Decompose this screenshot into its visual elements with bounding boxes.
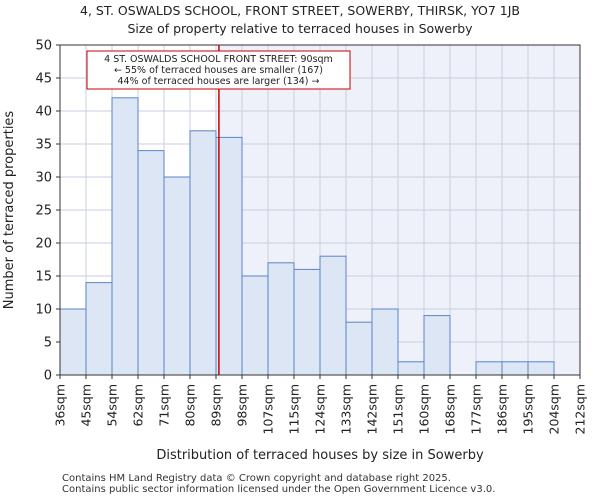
bar-133sqm <box>345 321 373 376</box>
x-tick-label: 98sqm <box>235 384 250 427</box>
x-tick-label: 168sqm <box>443 384 458 434</box>
x-tick-label: 71sqm <box>157 384 172 427</box>
footer-line-2: Contains public sector information licen… <box>62 484 496 495</box>
x-tick-label: 151sqm <box>391 384 406 434</box>
footer-line-1: Contains HM Land Registry data © Crown c… <box>62 473 451 484</box>
x-tick-label: 89sqm <box>209 384 224 427</box>
bar-71sqm <box>163 176 191 376</box>
x-axis-label: Distribution of terraced houses by size … <box>156 448 484 463</box>
x-tick-label: 133sqm <box>339 384 354 434</box>
bars <box>59 97 555 376</box>
axes: 0 5 10 15 20 25 30 35 40 45 50 36sqm 45sqm 54sqm 62sqm… <box>35 39 587 435</box>
chart-title: 4, ST. OSWALDS SCHOOL, FRONT STREET, SOW… <box>80 3 520 18</box>
x-tick-label: 142sqm <box>365 384 380 434</box>
bar-45sqm <box>85 282 113 376</box>
bar-160sqm <box>423 315 451 376</box>
bar-36sqm <box>59 308 87 376</box>
x-tick-label: 80sqm <box>183 384 198 427</box>
bar-80sqm <box>189 130 217 376</box>
bar-107sqm <box>267 262 295 376</box>
bar-124sqm <box>319 255 347 376</box>
y-tick-label: 40 <box>35 105 52 120</box>
x-tick-label: 124sqm <box>313 384 328 434</box>
x-tick-label: 195sqm <box>521 384 536 434</box>
x-tick-label: 115sqm <box>287 384 302 434</box>
y-tick-label: 15 <box>35 270 52 285</box>
annotation-line-2: ← 55% of terraced houses are smaller (16… <box>114 65 323 76</box>
annotation-box: 4 ST. OSWALDS SCHOOL FRONT STREET: 90sqm… <box>86 50 351 90</box>
bar-98sqm <box>241 275 269 376</box>
bar-186sqm <box>501 361 529 376</box>
y-tick-label: 50 <box>35 39 52 54</box>
x-tick-label: 186sqm <box>495 384 510 434</box>
bar-177sqm <box>475 361 503 376</box>
x-tick-label: 54sqm <box>105 384 120 427</box>
x-tick-label: 45sqm <box>79 384 94 427</box>
annotation-line-3: 44% of terraced houses are larger (134) … <box>118 76 320 87</box>
y-tick-label: 30 <box>35 171 52 186</box>
x-tick-label: 62sqm <box>131 384 146 427</box>
bar-142sqm <box>371 308 399 376</box>
x-tick-label: 177sqm <box>469 384 484 434</box>
bar-195sqm <box>527 361 555 376</box>
y-tick-label: 25 <box>35 204 52 219</box>
y-tick-label: 0 <box>44 369 52 384</box>
bar-151sqm <box>397 361 425 376</box>
x-tick-label: 204sqm <box>547 384 562 434</box>
y-tick-label: 5 <box>44 336 52 351</box>
x-tick-label: 160sqm <box>417 384 432 434</box>
x-tick-label: 36sqm <box>53 384 68 427</box>
x-tick-label: 107sqm <box>261 384 276 434</box>
annotation-frame <box>86 50 351 90</box>
y-axis-label: Number of terraced properties <box>2 111 17 310</box>
bar-62sqm <box>137 150 165 376</box>
y-tick-label: 20 <box>35 237 52 252</box>
histogram-chart: 0 5 10 15 20 25 30 35 40 45 50 36sqm 45sqm 54sqm 62sqm… <box>2 39 588 464</box>
bar-54sqm <box>111 97 139 376</box>
chart-subtitle: Size of property relative to terraced ho… <box>127 21 473 36</box>
y-tick-label: 45 <box>35 72 52 87</box>
annotation-line-1: 4 ST. OSWALDS SCHOOL FRONT STREET: 90sqm <box>104 54 333 65</box>
bar-115sqm <box>293 268 321 376</box>
y-tick-label: 35 <box>35 138 52 153</box>
bar-89sqm <box>215 136 243 376</box>
y-tick-label: 10 <box>35 303 52 318</box>
x-tick-label: 212sqm <box>573 384 588 434</box>
